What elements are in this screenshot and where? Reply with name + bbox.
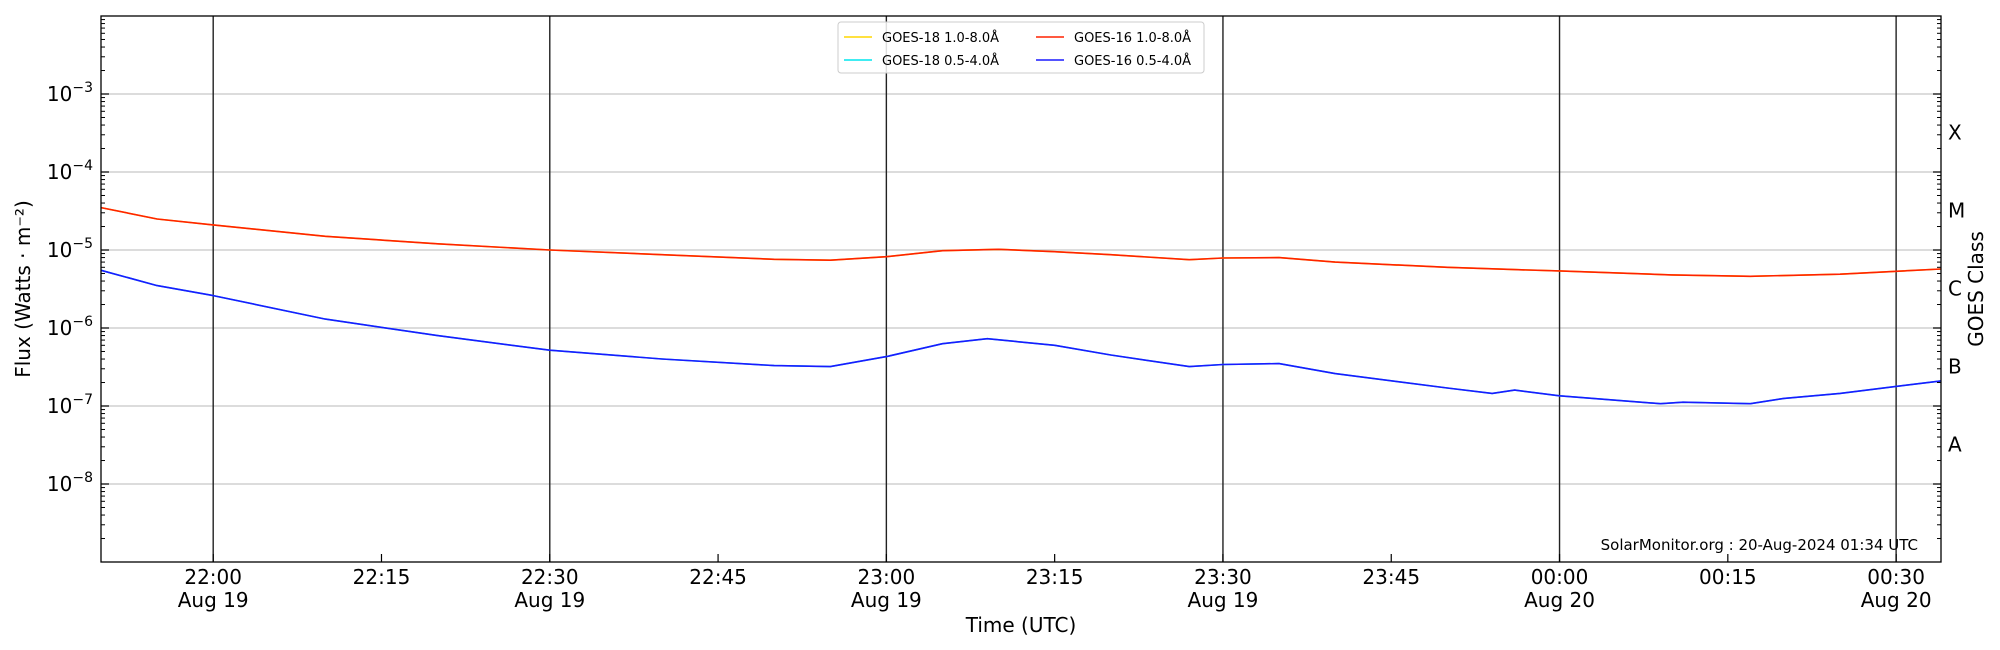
legend-label-3: GOES-16 0.5-4.0Å bbox=[1074, 53, 1191, 69]
x-tick-time-label-0: 22:00 bbox=[184, 565, 242, 589]
legend-label-2: GOES-16 1.0-8.0Å bbox=[1074, 30, 1191, 46]
series-line-2 bbox=[100, 269, 1942, 405]
goes-class-label-c: C bbox=[1948, 277, 1962, 301]
credit-text: SolarMonitor.org : 20-Aug-2024 01:34 UTC bbox=[1601, 536, 1918, 554]
x-tick-date-label-4: Aug 19 bbox=[851, 588, 922, 612]
y-tick-label-0: 10−8 bbox=[47, 470, 93, 496]
x-tick-time-label-8: 00:00 bbox=[1531, 565, 1589, 589]
y-tick-label-4: 10−4 bbox=[47, 158, 93, 184]
x-tick-time-label-6: 23:30 bbox=[1194, 565, 1252, 589]
x-tick-time-label-4: 23:00 bbox=[858, 565, 916, 589]
goes-class-label-x: X bbox=[1948, 121, 1962, 145]
goes-class-label-m: M bbox=[1948, 199, 1965, 223]
x-tick-time-label-1: 22:15 bbox=[353, 565, 411, 589]
x-tick-time-label-9: 00:15 bbox=[1699, 565, 1757, 589]
goes-class-label-a: A bbox=[1948, 433, 1962, 457]
legend-label-1: GOES-18 0.5-4.0Å bbox=[882, 53, 999, 69]
x-tick-date-label-2: Aug 19 bbox=[514, 588, 585, 612]
x-tick-date-label-6: Aug 19 bbox=[1188, 588, 1259, 612]
legend: GOES-18 1.0-8.0Å GOES-18 0.5-4.0Å GOES-16 … bbox=[837, 21, 1205, 74]
series-line-1 bbox=[100, 206, 1942, 278]
y-axis-title: Flux (Watts · m⁻²) bbox=[11, 200, 35, 378]
goes-class-axis-title: GOES Class bbox=[1964, 231, 1988, 347]
legend-box bbox=[837, 21, 1205, 74]
x-tick-time-label-2: 22:30 bbox=[521, 565, 579, 589]
legend-label-0: GOES-18 1.0-8.0Å bbox=[882, 30, 999, 46]
series-line-0 bbox=[100, 206, 1942, 278]
y-tick-label-5: 10−3 bbox=[47, 80, 93, 106]
series-line-3 bbox=[100, 269, 1942, 405]
x-tick-time-label-10: 00:30 bbox=[1867, 565, 1925, 589]
goes-class-label-b: B bbox=[1948, 355, 1962, 379]
y-tick-label-3: 10−5 bbox=[47, 236, 93, 262]
x-tick-date-label-8: Aug 20 bbox=[1524, 588, 1595, 612]
y-tick-label-1: 10−7 bbox=[47, 392, 93, 418]
series-layer bbox=[100, 206, 1942, 405]
x-tick-time-label-5: 23:15 bbox=[1026, 565, 1084, 589]
x-axis-title: Time (UTC) bbox=[965, 613, 1077, 637]
grid-layer bbox=[101, 16, 1941, 562]
plot-frame bbox=[100, 15, 1942, 563]
x-tick-time-label-7: 23:45 bbox=[1362, 565, 1420, 589]
x-tick-date-label-10: Aug 20 bbox=[1861, 588, 1932, 612]
x-tick-time-label-3: 22:45 bbox=[689, 565, 747, 589]
y-tick-label-2: 10−6 bbox=[47, 314, 93, 340]
x-tick-date-label-0: Aug 19 bbox=[178, 588, 249, 612]
